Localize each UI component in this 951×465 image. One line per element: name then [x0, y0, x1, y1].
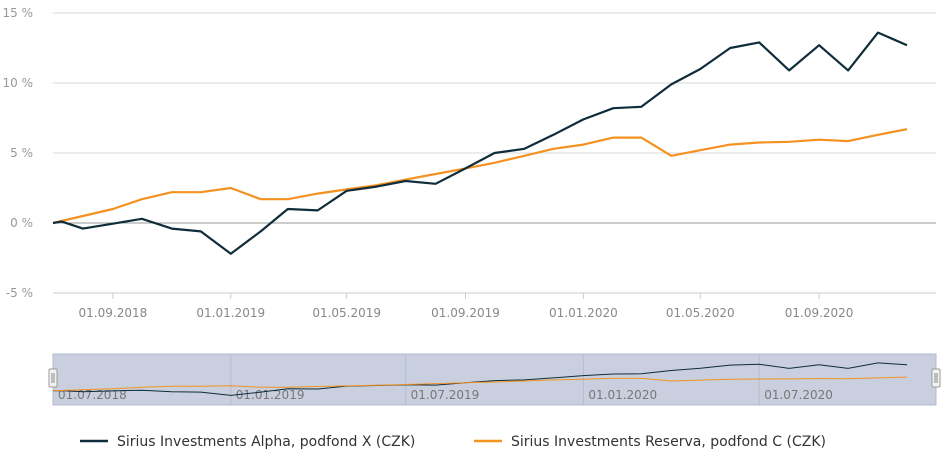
navigator-handle-right[interactable] [931, 368, 941, 388]
series-line-1[interactable] [52, 128, 908, 225]
y-tick-label: 0 % [10, 216, 33, 230]
plot-series [52, 31, 908, 255]
navigator-tick-label: 01.01.2020 [588, 388, 657, 402]
legend-label: Sirius Investments Alpha, podfond X (CZK… [117, 434, 415, 450]
legend-item-0[interactable]: Sirius Investments Alpha, podfond X (CZK… [80, 434, 415, 450]
legend-label: Sirius Investments Reserva, podfond C (C… [511, 434, 826, 450]
navigator-tick-label: 01.07.2020 [764, 388, 833, 402]
navigator-mask[interactable] [52, 353, 937, 406]
legend-item-1[interactable]: Sirius Investments Reserva, podfond C (C… [474, 434, 826, 450]
navigator: 01.07.2018 01.01.2019 01.07.2019 01.01.2020… [48, 353, 941, 406]
legend: Sirius Investments Alpha, podfond X (CZK… [80, 434, 826, 450]
navigator-tick-label: 01.07.2019 [411, 388, 480, 402]
y-tick-label: -5 % [6, 286, 33, 300]
x-axis-ticks: 01.09.2018 01.01.2019 01.05.2019 01.09.2019… [53, 292, 936, 320]
x-tick-label: 01.09.2019 [431, 306, 500, 320]
navigator-series-1 [52, 376, 908, 392]
x-tick-label: 01.01.2019 [196, 306, 265, 320]
x-tick-label: 01.05.2020 [666, 306, 735, 320]
y-tick-label: 15 % [3, 6, 34, 20]
series-line-0[interactable] [52, 31, 908, 255]
x-tick-label: 01.09.2020 [785, 306, 854, 320]
x-tick-label: 01.05.2019 [312, 306, 381, 320]
x-tick-label: 01.01.2020 [549, 306, 618, 320]
navigator-tick-label: 01.01.2019 [236, 388, 305, 402]
navigator-handle-left[interactable] [48, 368, 58, 388]
y-tick-label: 10 % [3, 76, 34, 90]
y-axis-ticks: 15 % 10 % 5 % 0 % -5 % [3, 6, 34, 300]
x-tick-label: 01.09.2018 [79, 306, 148, 320]
y-tick-label: 5 % [10, 146, 33, 160]
